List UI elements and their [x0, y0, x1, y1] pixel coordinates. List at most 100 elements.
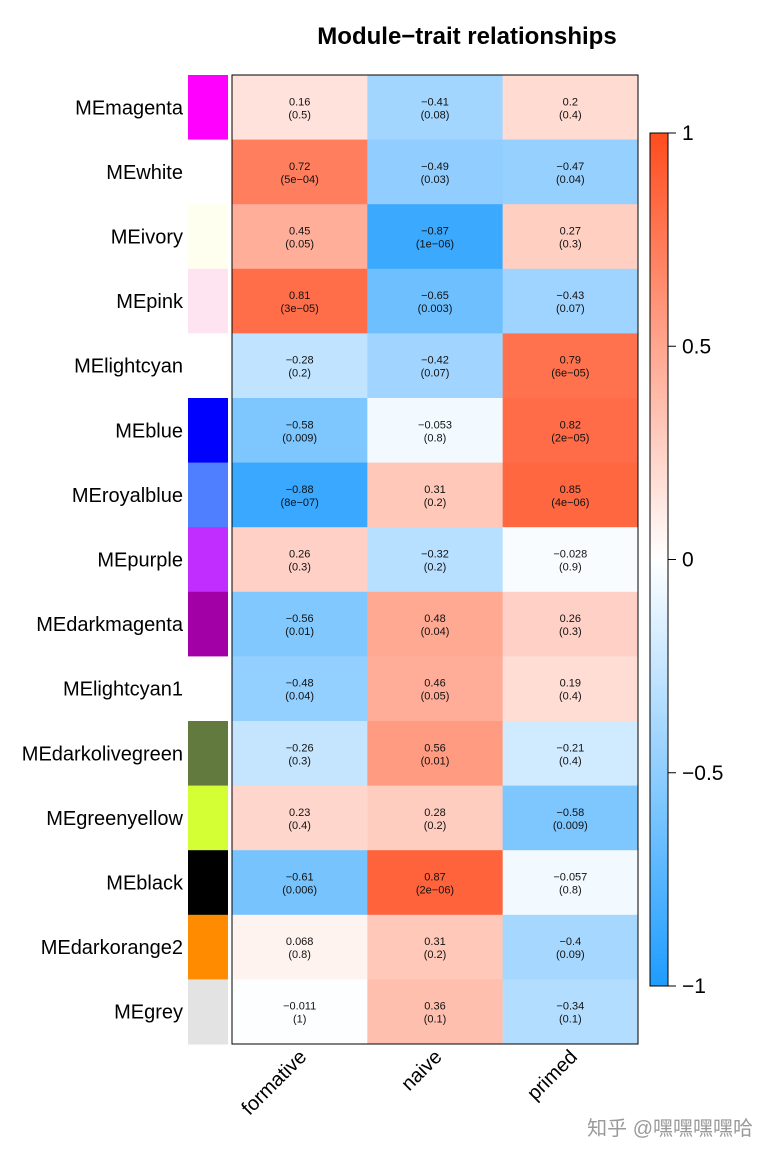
cell-correlation: 0.068 [286, 936, 314, 948]
heatmap-cell [232, 914, 368, 980]
heatmap-cell [367, 785, 504, 851]
cell-pvalue: (4e−06) [551, 497, 589, 509]
row-label: MEmagenta [75, 97, 184, 119]
column-labels: formative naive primed [237, 1046, 581, 1120]
cell-correlation: 0.72 [289, 161, 310, 173]
cell-correlation: 0.85 [560, 484, 581, 496]
cell-pvalue: (0.08) [421, 109, 450, 121]
row-label: MEdarkolivegreen [22, 743, 183, 765]
cell-correlation: −0.057 [553, 872, 587, 884]
heatmap-cell [502, 268, 639, 334]
heatmap-border [231, 74, 639, 1045]
module-swatch [188, 979, 228, 1045]
cell-correlation: −0.48 [286, 678, 314, 690]
cell-pvalue: (0.3) [559, 626, 582, 638]
cell-correlation: −0.34 [556, 1001, 584, 1013]
cell-pvalue: (0.09) [556, 949, 585, 961]
heatmap-cell [232, 462, 368, 528]
cell-pvalue: (1e−06) [416, 239, 454, 251]
cell-pvalue: (0.9) [559, 562, 582, 574]
heatmap-cell [367, 979, 504, 1045]
cell-pvalue: (3e−05) [281, 303, 319, 315]
module-swatch [188, 656, 228, 722]
column-label: naive [397, 1046, 446, 1095]
module-swatch [188, 398, 228, 464]
cell-pvalue: (0.2) [288, 368, 311, 380]
cell-pvalue: (0.05) [421, 691, 450, 703]
cell-pvalue: (0.003) [418, 303, 453, 315]
cell-pvalue: (0.3) [559, 239, 582, 251]
color-scale-tick-label: −0.5 [682, 762, 723, 785]
cell-pvalue: (0.1) [559, 1014, 582, 1026]
cell-pvalue: (0.4) [559, 109, 582, 121]
row-label: MEwhite [106, 162, 183, 184]
module-swatch [188, 721, 228, 787]
cell-pvalue: (0.2) [424, 562, 447, 574]
heatmap-cell [502, 398, 639, 464]
cell-pvalue: (8e−07) [281, 497, 319, 509]
module-swatch [188, 785, 228, 851]
cell-correlation: −0.56 [286, 613, 314, 625]
module-swatch [188, 527, 228, 593]
cell-correlation: −0.43 [556, 290, 584, 302]
cell-pvalue: (2e−06) [416, 885, 454, 897]
cell-correlation: −0.21 [556, 742, 584, 754]
watermark: 知乎 @嘿嘿嘿嘿哈 [587, 1117, 753, 1140]
heatmap-cell [502, 914, 639, 980]
cell-correlation: 0.28 [424, 807, 445, 819]
cell-pvalue: (0.03) [421, 174, 450, 186]
heatmap-cell [367, 656, 504, 722]
module-swatch [188, 268, 228, 334]
heatmap-cell [502, 850, 639, 916]
heatmap-cell [502, 721, 639, 787]
heatmap-cell [502, 591, 639, 657]
cell-pvalue: (0.009) [282, 432, 317, 444]
heatmap-cell [502, 527, 639, 593]
module-swatch [188, 333, 228, 399]
color-scale-legend: 1 0.5 0 −0.5 −1 [649, 122, 723, 998]
cell-pvalue: (0.2) [424, 497, 447, 509]
module-swatch [188, 462, 228, 528]
row-label: MEpink [116, 291, 184, 313]
heatmap-cell [367, 204, 504, 270]
cell-correlation: −0.87 [421, 226, 449, 238]
cell-correlation: −0.65 [421, 290, 449, 302]
row-label: MEblue [115, 420, 183, 442]
cell-pvalue: (0.3) [288, 755, 311, 767]
cell-correlation: −0.42 [421, 355, 449, 367]
heatmap-cell [367, 75, 504, 141]
cell-pvalue: (0.009) [553, 820, 588, 832]
color-scale-tick-label: −1 [682, 975, 706, 998]
heatmap-cell [232, 721, 368, 787]
cell-pvalue: (0.07) [421, 368, 450, 380]
heatmap-cell [367, 527, 504, 593]
cell-correlation: 0.87 [424, 872, 445, 884]
cell-pvalue: (0.8) [288, 949, 311, 961]
heatmap-cell [232, 139, 368, 205]
heatmap-cell [232, 979, 368, 1045]
heatmap-cells: 0.16(0.5)−0.41(0.08)0.2(0.4)0.72(5e−04)−… [232, 75, 639, 1045]
row-label: MEroyalblue [72, 485, 183, 507]
row-label: MElightcyan [74, 356, 183, 378]
cell-pvalue: (0.05) [285, 239, 314, 251]
cell-correlation: −0.32 [421, 549, 449, 561]
cell-correlation: 0.27 [560, 226, 581, 238]
cell-pvalue: (0.01) [421, 755, 450, 767]
cell-pvalue: (0.2) [424, 820, 447, 832]
heatmap-cell [232, 785, 368, 851]
cell-correlation: 0.82 [560, 419, 581, 431]
cell-correlation: 0.2 [563, 96, 578, 108]
heatmap-cell [232, 204, 368, 270]
module-swatch [188, 204, 228, 270]
heatmap-cell [232, 398, 368, 464]
cell-correlation: 0.46 [424, 678, 445, 690]
cell-correlation: −0.41 [421, 96, 449, 108]
heatmap-cell [502, 656, 639, 722]
heatmap-cell [367, 139, 504, 205]
cell-correlation: 0.48 [424, 613, 445, 625]
color-scale-bar [649, 132, 669, 987]
cell-correlation: −0.61 [286, 872, 314, 884]
heatmap-cell [232, 656, 368, 722]
cell-correlation: 0.36 [424, 1001, 445, 1013]
